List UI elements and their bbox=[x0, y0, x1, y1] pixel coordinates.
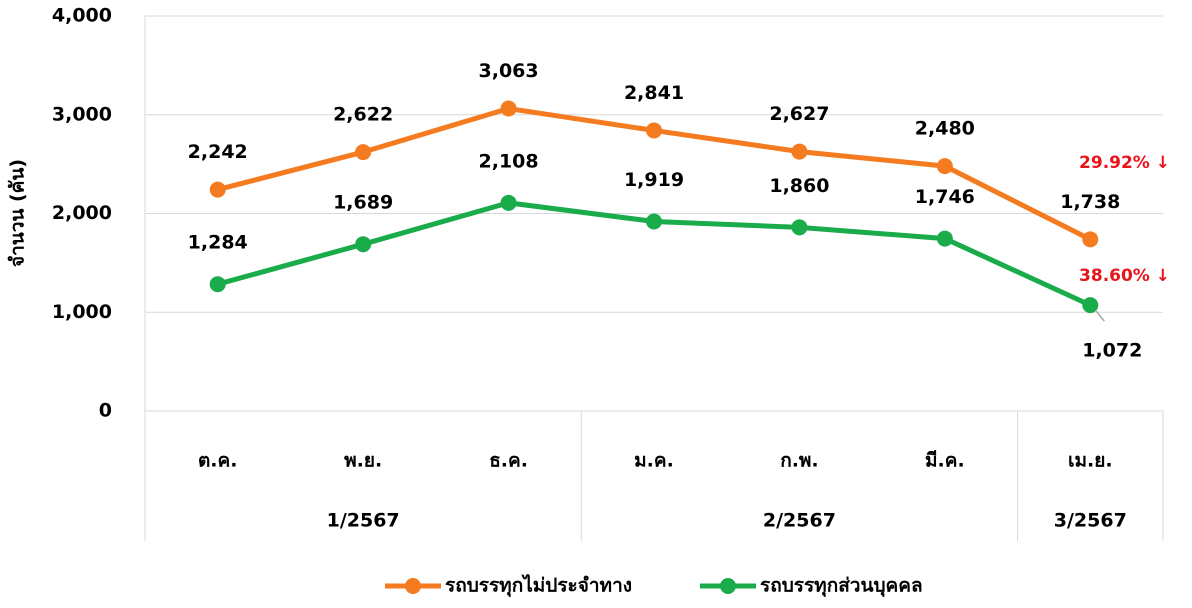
x-tick-label: ม.ค. bbox=[634, 450, 674, 472]
data-label: 1,284 bbox=[188, 232, 248, 254]
x-tick-label: ธ.ค. bbox=[489, 450, 528, 472]
y-tick-label: 0 bbox=[99, 400, 112, 422]
y-axis-label: จำนวน (คัน) bbox=[7, 159, 29, 267]
data-label: 1,746 bbox=[915, 186, 975, 208]
data-point bbox=[791, 219, 808, 236]
data-label: 1,738 bbox=[1060, 191, 1120, 213]
data-label: 2,622 bbox=[333, 104, 393, 126]
y-tick-label: 4,000 bbox=[52, 5, 112, 27]
data-label: 2,108 bbox=[479, 150, 539, 172]
data-point bbox=[500, 100, 517, 117]
data-point bbox=[355, 236, 372, 253]
data-label: 2,242 bbox=[188, 141, 248, 163]
legend-label: รถบรรทุกไม่ประจำทาง bbox=[445, 574, 632, 598]
x-tick-label: พ.ย. bbox=[344, 450, 382, 472]
data-label: 1,689 bbox=[333, 192, 393, 214]
data-label: 2,627 bbox=[769, 103, 829, 125]
legend-label: รถบรรทุกส่วนบุคคล bbox=[760, 575, 923, 598]
x-tick-label: ต.ค. bbox=[198, 450, 237, 472]
legend-marker bbox=[720, 578, 736, 594]
data-point bbox=[936, 158, 953, 175]
y-tick-label: 3,000 bbox=[52, 103, 112, 125]
x-tick-label: มี.ค. bbox=[925, 450, 965, 472]
data-label: 2,480 bbox=[915, 118, 975, 140]
data-point bbox=[500, 194, 517, 211]
data-point bbox=[1082, 231, 1099, 248]
leader-line bbox=[1095, 310, 1105, 322]
y-tick-label: 1,000 bbox=[52, 301, 112, 323]
data-label: 2,841 bbox=[624, 82, 684, 104]
data-point bbox=[209, 181, 226, 198]
data-point bbox=[209, 276, 226, 293]
data-point bbox=[936, 230, 953, 247]
data-label: 1,860 bbox=[769, 175, 829, 197]
x-tick-label: ก.พ. bbox=[780, 450, 818, 472]
data-label: 1,072 bbox=[1082, 340, 1142, 362]
group-label: 3/2567 bbox=[1054, 510, 1127, 532]
data-point bbox=[791, 143, 808, 160]
data-point bbox=[1082, 297, 1099, 314]
data-point bbox=[646, 122, 662, 139]
data-label: 1,919 bbox=[624, 169, 684, 191]
group-label: 1/2567 bbox=[327, 510, 400, 532]
data-point bbox=[646, 213, 662, 230]
annotation: 38.60% ↓ bbox=[1079, 266, 1170, 286]
annotation: 29.92% ↓ bbox=[1079, 153, 1170, 173]
x-tick-label: เม.ย. bbox=[1068, 450, 1113, 472]
data-label: 3,063 bbox=[479, 60, 539, 82]
group-label: 2/2567 bbox=[763, 510, 836, 532]
legend-marker bbox=[405, 578, 421, 594]
y-tick-label: 2,000 bbox=[52, 202, 112, 224]
data-point bbox=[355, 144, 372, 161]
